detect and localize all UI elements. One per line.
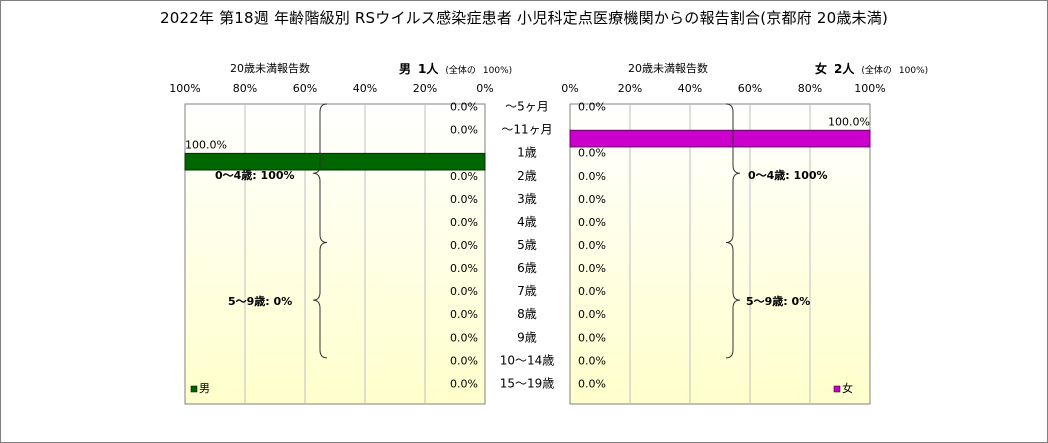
female-data-label: 0.0% xyxy=(578,170,606,183)
male-axis-tick-label: 60% xyxy=(293,82,317,95)
male-data-label: 0.0% xyxy=(450,354,478,367)
male-total-label: (全体の xyxy=(445,66,476,76)
male-count-label: 1人 xyxy=(418,62,439,76)
female-count-header: 女 2人 (全体の 100%) xyxy=(815,60,928,77)
female-data-label: 0.0% xyxy=(578,147,606,160)
female-axis-tick-label: 20% xyxy=(618,82,642,95)
male-axis-tick-label: 80% xyxy=(233,82,257,95)
female-group-brace-5-9 xyxy=(725,241,741,359)
female-data-label: 0.0% xyxy=(578,101,606,114)
female-legend-swatch xyxy=(833,385,841,393)
age-category-label: 15～19歳 xyxy=(500,376,555,390)
male-count-header: 男 1人 (全体の 100%) xyxy=(399,60,512,77)
female-data-label: 0.0% xyxy=(578,193,606,206)
female-bar xyxy=(569,129,871,148)
female-axis-tick-label: 0% xyxy=(561,82,578,95)
age-category-label: 4歳 xyxy=(517,215,537,229)
female-count-label: 2人 xyxy=(834,62,855,76)
female-legend-label: 女 xyxy=(842,381,853,395)
male-data-label: 0.0% xyxy=(450,170,478,183)
female-total-label: (全体の xyxy=(861,66,892,76)
female-axis-tick-label: 80% xyxy=(798,82,822,95)
male-axis-tick-label: 20% xyxy=(413,82,437,95)
female-data-label: 0.0% xyxy=(578,262,606,275)
age-category-label: ～11ヶ月 xyxy=(501,123,552,137)
age-category-label: ～5ヶ月 xyxy=(505,100,549,114)
age-category-label: 10～14歳 xyxy=(500,353,555,367)
female-group-label-5-9: 5～9歳: 0% xyxy=(746,294,810,308)
male-data-label: 0.0% xyxy=(450,124,478,137)
female-data-label: 0.0% xyxy=(578,331,606,344)
female-data-label: 100.0% xyxy=(828,115,870,128)
male-bar xyxy=(184,152,486,171)
age-category-label: 1歳 xyxy=(517,146,537,160)
male-group-brace-5-9 xyxy=(312,241,328,359)
age-category-label: 7歳 xyxy=(517,284,537,298)
male-axis-tick-label: 100% xyxy=(169,82,200,95)
male-plot-area xyxy=(184,103,486,405)
female-data-label: 0.0% xyxy=(578,308,606,321)
female-header-label: 20歳未満報告数 xyxy=(628,62,708,75)
female-group-brace-0-4 xyxy=(725,103,741,243)
male-legend-label: 男 xyxy=(199,382,210,395)
age-category-label: 6歳 xyxy=(517,261,537,275)
age-category-label: 5歳 xyxy=(517,238,537,252)
male-data-label: 0.0% xyxy=(450,193,478,206)
male-data-label: 0.0% xyxy=(450,308,478,321)
age-category-label: 8歳 xyxy=(517,307,537,321)
male-axis-tick-label: 0% xyxy=(476,82,493,95)
female-axis-tick-label: 100% xyxy=(854,82,885,95)
female-data-label: 0.0% xyxy=(578,216,606,229)
age-category-label: 3歳 xyxy=(517,192,537,206)
male-data-label: 0.0% xyxy=(450,262,478,275)
male-axis-tick-label: 40% xyxy=(353,82,377,95)
age-category-label: 9歳 xyxy=(517,330,537,344)
male-data-label: 0.0% xyxy=(450,285,478,298)
male-data-label: 0.0% xyxy=(450,101,478,114)
female-axis-tick-label: 40% xyxy=(678,82,702,95)
female-group-label-0-4: 0～4歳: 100% xyxy=(748,168,828,182)
female-data-label: 0.0% xyxy=(578,285,606,298)
male-group-label-5-9: 5～9歳: 0% xyxy=(228,294,292,308)
female-data-label: 0.0% xyxy=(578,239,606,252)
male-group-brace-0-4 xyxy=(312,103,328,243)
female-plot-area xyxy=(569,103,871,405)
female-data-label: 0.0% xyxy=(578,377,606,390)
female-sex-label: 女 xyxy=(815,62,828,76)
male-header-label: 20歳未満報告数 xyxy=(230,62,310,75)
male-data-label: 100.0% xyxy=(185,138,227,151)
female-data-label: 0.0% xyxy=(578,354,606,367)
male-legend-swatch xyxy=(190,385,198,393)
male-total-pct: 100%) xyxy=(482,66,513,76)
male-data-label: 0.0% xyxy=(450,331,478,344)
male-data-label: 0.0% xyxy=(450,239,478,252)
male-data-label: 0.0% xyxy=(450,216,478,229)
female-total-pct: 100%) xyxy=(898,66,929,76)
chart-title: 2022年 第18週 年齢階級別 RSウイルス感染症患者 小児科定点医療機関から… xyxy=(159,9,889,27)
male-sex-label: 男 xyxy=(399,62,412,76)
male-data-label: 0.0% xyxy=(450,377,478,390)
age-category-label: 2歳 xyxy=(517,169,537,183)
male-group-label-0-4: 0～4歳: 100% xyxy=(215,168,295,182)
female-axis-tick-label: 60% xyxy=(738,82,762,95)
